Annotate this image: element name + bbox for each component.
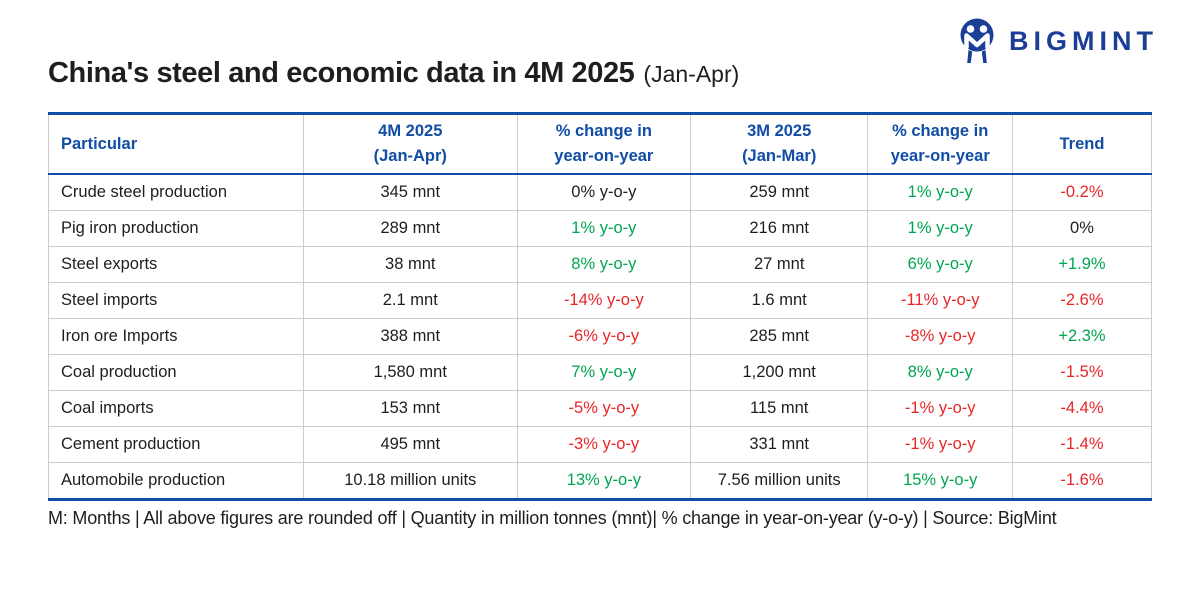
- column-header-line: % change in: [555, 122, 652, 140]
- bigmint-logo-text: BIGMINT: [1009, 25, 1158, 56]
- table-row: Steel exports 38 mnt 8% y-o-y 27 mnt 6% y-o-…: [48, 246, 1152, 283]
- table-row: Steel imports 2.1 mnt -14% y-o-y 1.6 mnt -11…: [48, 282, 1152, 319]
- cell-particular: Automobile production: [48, 462, 304, 500]
- table-row: Coal production 1,580 mnt 7% y-o-y 1,200 mn…: [48, 354, 1152, 391]
- cell-value-3m: 7.56 million units: [689, 462, 869, 500]
- column-header-3m-2025: 3M 2025 (Jan-Mar): [689, 113, 868, 175]
- cell-change-4m: 1% y-o-y: [516, 210, 691, 247]
- cell-trend: -1.5%: [1011, 354, 1152, 391]
- cell-change-3m: -1% y-o-y: [867, 390, 1013, 427]
- table-row: Iron ore Imports 388 mnt -6% y-o-y 285 mnt -…: [48, 318, 1152, 355]
- column-header-trend: Trend: [1011, 113, 1152, 175]
- column-header-change-4m: % change in year-on-year: [516, 113, 691, 175]
- cell-trend: -1.4%: [1011, 426, 1152, 463]
- cell-particular: Pig iron production: [48, 210, 304, 247]
- column-header-line: year-on-year: [890, 147, 990, 165]
- cell-value-4m: 153 mnt: [302, 390, 518, 427]
- cell-change-4m: 8% y-o-y: [516, 246, 691, 283]
- table-row: Cement production 495 mnt -3% y-o-y 331 mnt…: [48, 426, 1152, 463]
- cell-value-3m: 259 mnt: [689, 173, 869, 211]
- bigmint-logo-icon: [955, 16, 999, 66]
- cell-particular: Coal imports: [48, 390, 304, 427]
- column-header-line: year-on-year: [554, 147, 654, 165]
- cell-value-3m: 331 mnt: [689, 426, 869, 463]
- cell-value-4m: 10.18 million units: [302, 462, 518, 500]
- data-table: Particular 4M 2025 (Jan-Apr) % change in…: [48, 112, 1152, 501]
- cell-change-3m: 15% y-o-y: [867, 462, 1013, 500]
- column-header-line: Trend: [1059, 134, 1105, 153]
- cell-change-3m: 6% y-o-y: [867, 246, 1013, 283]
- cell-value-3m: 115 mnt: [689, 390, 869, 427]
- page-title: China's steel and economic data in 4M 20…: [48, 57, 739, 90]
- column-header-line: 3M 2025: [747, 122, 812, 140]
- cell-value-4m: 38 mnt: [302, 246, 518, 283]
- footnote: M: Months | All above figures are rounde…: [48, 508, 1057, 528]
- page-title-main: China's steel and economic data in 4M 20…: [48, 57, 635, 89]
- table-row: Crude steel production 345 mnt 0% y-o-y 259…: [48, 173, 1152, 211]
- table-row: Coal imports 153 mnt -5% y-o-y 115 mnt -1% y…: [48, 390, 1152, 427]
- cell-change-4m: 7% y-o-y: [516, 354, 691, 391]
- cell-value-4m: 388 mnt: [302, 318, 518, 355]
- cell-value-4m: 1,580 mnt: [302, 354, 518, 391]
- cell-change-4m: -14% y-o-y: [516, 282, 691, 319]
- cell-change-3m: 1% y-o-y: [867, 173, 1013, 211]
- table-row: Pig iron production 289 mnt 1% y-o-y 216 mn…: [48, 210, 1152, 247]
- cell-value-3m: 1.6 mnt: [689, 282, 869, 319]
- cell-value-4m: 2.1 mnt: [302, 282, 518, 319]
- cell-change-3m: -1% y-o-y: [867, 426, 1013, 463]
- table-row: Automobile production 10.18 million units…: [48, 462, 1152, 500]
- cell-trend: -4.4%: [1011, 390, 1152, 427]
- cell-change-3m: 8% y-o-y: [867, 354, 1013, 391]
- cell-change-4m: 0% y-o-y: [516, 173, 691, 211]
- data-table-wrapper: Particular 4M 2025 (Jan-Apr) % change in…: [48, 112, 1152, 501]
- page-title-suffix: (Jan-Apr): [643, 61, 740, 87]
- cell-change-4m: -3% y-o-y: [516, 426, 691, 463]
- column-header-line: % change in: [892, 122, 989, 140]
- cell-change-3m: -11% y-o-y: [867, 282, 1013, 319]
- cell-change-4m: -5% y-o-y: [516, 390, 691, 427]
- column-header-line: (Jan-Mar): [742, 147, 817, 165]
- column-header-line: (Jan-Apr): [373, 147, 447, 165]
- cell-particular: Steel exports: [48, 246, 304, 283]
- column-header-4m-2025: 4M 2025 (Jan-Apr): [302, 113, 518, 175]
- cell-particular: Steel imports: [48, 282, 304, 319]
- column-header-particular: Particular: [48, 113, 304, 175]
- cell-trend: +1.9%: [1011, 246, 1152, 283]
- cell-change-4m: 13% y-o-y: [516, 462, 691, 500]
- cell-value-4m: 345 mnt: [302, 173, 518, 211]
- cell-value-3m: 216 mnt: [689, 210, 869, 247]
- cell-change-3m: 1% y-o-y: [867, 210, 1013, 247]
- table-body: Crude steel production 345 mnt 0% y-o-y 259…: [48, 173, 1152, 500]
- cell-particular: Crude steel production: [48, 173, 304, 211]
- cell-change-3m: -8% y-o-y: [867, 318, 1013, 355]
- cell-trend: -1.6%: [1011, 462, 1152, 500]
- column-header-line: Particular: [61, 134, 138, 153]
- cell-value-4m: 495 mnt: [302, 426, 518, 463]
- table-header-row: Particular 4M 2025 (Jan-Apr) % change in…: [48, 113, 1152, 175]
- bigmint-logo: BIGMINT: [955, 16, 1158, 66]
- cell-value-3m: 285 mnt: [689, 318, 869, 355]
- column-header-line: 4M 2025: [378, 122, 443, 140]
- cell-trend: 0%: [1011, 210, 1152, 247]
- cell-value-4m: 289 mnt: [302, 210, 518, 247]
- cell-trend: -2.6%: [1011, 282, 1152, 319]
- cell-value-3m: 27 mnt: [689, 246, 869, 283]
- cell-particular: Coal production: [48, 354, 304, 391]
- cell-particular: Cement production: [48, 426, 304, 463]
- cell-value-3m: 1,200 mnt: [689, 354, 869, 391]
- column-header-change-3m: % change in year-on-year: [867, 113, 1013, 175]
- cell-trend: +2.3%: [1011, 318, 1152, 355]
- cell-trend: -0.2%: [1011, 173, 1152, 211]
- cell-change-4m: -6% y-o-y: [516, 318, 691, 355]
- cell-particular: Iron ore Imports: [48, 318, 304, 355]
